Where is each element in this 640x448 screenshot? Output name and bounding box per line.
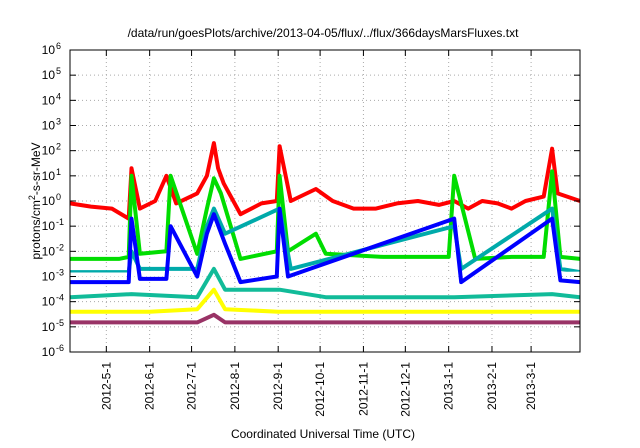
x-tick-label: 2012-12-1: [398, 362, 412, 417]
x-tick-label: 2012-8-1: [228, 362, 242, 410]
y-axis-title: protons/cm2-s-sr-MeV: [27, 142, 43, 259]
y-tick-base: 10: [42, 244, 56, 258]
x-tick-label: 2012-7-1: [185, 362, 199, 410]
x-tick-label: 2013-2-1: [485, 362, 499, 410]
x-tick-label: 2013-3-1: [524, 362, 538, 410]
y-tick-label: 102: [42, 142, 61, 158]
series-line: [70, 287, 580, 314]
series-line: [69, 266, 581, 300]
y-tick-label: 104: [42, 91, 61, 107]
y-tick-base: 10: [42, 68, 56, 82]
y-tick-label: 10-1: [42, 217, 64, 233]
y-tick-base: 10: [42, 144, 56, 158]
y-tick-exp: -6: [56, 343, 64, 353]
x-tick-label: 2012-5-1: [99, 362, 113, 410]
y-tick-base: 10: [42, 295, 56, 309]
series-line: [69, 141, 581, 221]
y-tick-label: 106: [42, 41, 61, 57]
x-tick-labels: 2012-5-1 2012-6-1 2012-7-1 2012-8-1 2012-9-1…: [99, 362, 538, 417]
y-tick-label: 10-3: [42, 268, 64, 284]
series-group: [69, 141, 581, 325]
x-tick-label: 2013-1-1: [442, 362, 456, 410]
y-tick-exp: -1: [56, 217, 64, 227]
y-tick-base: 10: [42, 119, 56, 133]
grid-lines: [70, 50, 580, 352]
series-line: [70, 206, 581, 275]
y-axis-title-sup: 2: [27, 195, 37, 200]
x-tick-label: 2012-9-1: [271, 362, 285, 410]
y-tick-base: 10: [42, 219, 56, 233]
series-line: [70, 271, 581, 277]
x-axis-title: Coordinated Universal Time (UTC): [231, 427, 415, 441]
y-tick-label: 100: [42, 192, 61, 208]
y-tick-base: 10: [42, 270, 56, 284]
y-tick-base: 10: [42, 43, 56, 57]
x-tick-label: 2012-11-1: [356, 362, 370, 416]
y-tick-exp: -2: [56, 242, 64, 252]
y-tick-exp: 1: [56, 167, 61, 177]
y-tick-base: 10: [42, 194, 56, 208]
chart-title: /data/run/goesPlots/archive/2013-04-05/f…: [128, 26, 520, 40]
y-axis-title-pre: protons/cm: [29, 200, 43, 259]
series-line: [70, 169, 581, 261]
y-tick-exp: 6: [56, 41, 61, 51]
y-tick-label: 10-6: [42, 343, 64, 359]
series-line: [70, 206, 581, 285]
y-tick-exp: -4: [56, 293, 64, 303]
y-tick-exp: 5: [56, 66, 61, 76]
y-tick-label: 10-5: [42, 318, 64, 334]
y-tick-label: 10-2: [42, 242, 64, 258]
x-tick-label: 2012-10-1: [313, 362, 327, 417]
y-tick-base: 10: [42, 320, 56, 334]
y-tick-label: 10-4: [42, 293, 64, 309]
y-tick-exp: 3: [56, 117, 61, 127]
y-tick-exp: 0: [56, 192, 61, 202]
y-tick-exp: -5: [56, 318, 64, 328]
y-tick-labels: 10-610-510-410-310-210-11001011021031041…: [42, 41, 64, 359]
y-tick-label: 105: [42, 66, 61, 82]
y-tick-label: 101: [42, 167, 61, 183]
y-tick-base: 10: [42, 345, 56, 359]
series-line: [70, 312, 580, 325]
y-tick-base: 10: [42, 93, 56, 107]
y-tick-base: 10: [42, 169, 56, 183]
y-tick-exp: -3: [56, 268, 64, 278]
y-tick-exp: 4: [56, 91, 61, 101]
y-axis-title-post: -s-sr-MeV: [29, 142, 43, 195]
x-tick-label: 2012-6-1: [143, 362, 157, 410]
y-tick-exp: 2: [56, 142, 61, 152]
y-tick-label: 103: [42, 117, 61, 133]
tick-marks: [70, 49, 580, 353]
